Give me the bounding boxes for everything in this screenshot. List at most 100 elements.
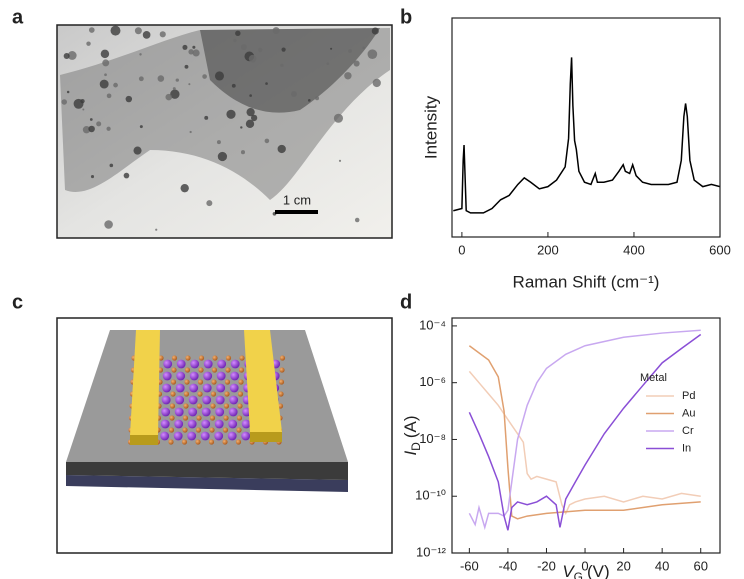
atom xyxy=(210,391,217,397)
atom xyxy=(182,427,188,433)
atom xyxy=(202,395,212,405)
atom xyxy=(230,371,240,381)
flake xyxy=(330,47,333,50)
axis-unit: (A) xyxy=(401,415,420,438)
atom xyxy=(163,359,173,369)
flake xyxy=(258,47,263,53)
y-tick-label: 10⁻⁴ xyxy=(419,317,446,332)
flake xyxy=(172,87,176,91)
atom xyxy=(162,371,172,381)
flake xyxy=(134,27,142,35)
flake xyxy=(250,114,258,122)
atom xyxy=(228,407,238,417)
atom xyxy=(217,359,227,369)
flake xyxy=(67,51,77,60)
flake xyxy=(89,118,93,121)
panel-label: b xyxy=(400,6,412,28)
atom xyxy=(241,419,251,429)
flake xyxy=(184,64,189,69)
atom xyxy=(162,383,172,393)
scale-bar xyxy=(275,210,318,214)
atom xyxy=(189,383,199,393)
atom xyxy=(279,355,286,361)
flake xyxy=(333,113,344,123)
atom xyxy=(184,379,190,385)
flake xyxy=(235,30,241,37)
flake xyxy=(315,96,320,101)
atom xyxy=(168,439,174,445)
atom xyxy=(176,359,186,369)
atom xyxy=(230,359,240,369)
flake xyxy=(307,99,311,102)
x-tick-label: 200 xyxy=(537,242,559,257)
atom xyxy=(278,379,285,385)
flake xyxy=(277,144,286,154)
atom xyxy=(224,391,230,397)
flake xyxy=(202,74,207,79)
atom xyxy=(214,419,224,429)
atom xyxy=(175,395,185,405)
flake xyxy=(246,108,255,117)
atom xyxy=(174,407,184,417)
atom xyxy=(175,383,185,393)
flake xyxy=(233,38,237,43)
atom xyxy=(183,391,190,397)
axis-symbol: V xyxy=(562,562,575,579)
flake xyxy=(157,75,165,82)
flake xyxy=(88,125,95,133)
flake xyxy=(180,183,189,193)
atom xyxy=(237,391,244,397)
atom xyxy=(190,359,200,369)
flake xyxy=(290,91,297,97)
atom xyxy=(235,439,242,445)
axis-label: ID (A) xyxy=(401,415,423,455)
atom xyxy=(201,407,211,417)
y-tick-label: 10⁻¹² xyxy=(416,544,447,559)
atom xyxy=(188,407,198,417)
flake xyxy=(165,93,173,101)
atom xyxy=(278,391,284,397)
flakes xyxy=(61,25,381,231)
flake xyxy=(104,73,107,77)
x-tick-label: 60 xyxy=(693,558,707,573)
flake xyxy=(245,119,255,128)
flake xyxy=(139,53,142,56)
atom xyxy=(211,367,218,373)
x-tick-label: 20 xyxy=(616,558,630,573)
flake xyxy=(226,109,236,119)
y-tick-label: 10⁻⁸ xyxy=(419,431,446,446)
x-tick-label: -40 xyxy=(499,558,518,573)
atom xyxy=(173,431,183,441)
data-line xyxy=(468,329,701,531)
flake xyxy=(206,200,213,207)
atom xyxy=(279,367,285,373)
atom xyxy=(197,391,203,397)
atom xyxy=(200,431,210,441)
legend-label: Cr xyxy=(682,425,694,437)
flake xyxy=(106,93,112,99)
atom xyxy=(214,431,224,441)
electrode xyxy=(130,330,160,435)
atom xyxy=(168,427,175,433)
flake xyxy=(104,220,113,229)
legend-label: Pd xyxy=(682,390,695,402)
flake xyxy=(133,146,142,155)
flake xyxy=(61,99,68,105)
atom xyxy=(161,395,171,405)
flake xyxy=(182,44,188,50)
flake xyxy=(353,60,360,67)
data-line xyxy=(468,333,702,531)
x-tick-label: 0 xyxy=(581,558,588,573)
atom xyxy=(196,403,203,409)
axis-label: Intensity xyxy=(421,95,440,159)
flake xyxy=(96,121,102,127)
flake xyxy=(73,98,84,109)
atom xyxy=(212,355,218,361)
flake xyxy=(344,72,352,80)
flake xyxy=(272,27,280,35)
atom xyxy=(225,367,231,373)
atom xyxy=(195,427,202,433)
atom xyxy=(188,395,198,405)
flake xyxy=(155,228,158,231)
